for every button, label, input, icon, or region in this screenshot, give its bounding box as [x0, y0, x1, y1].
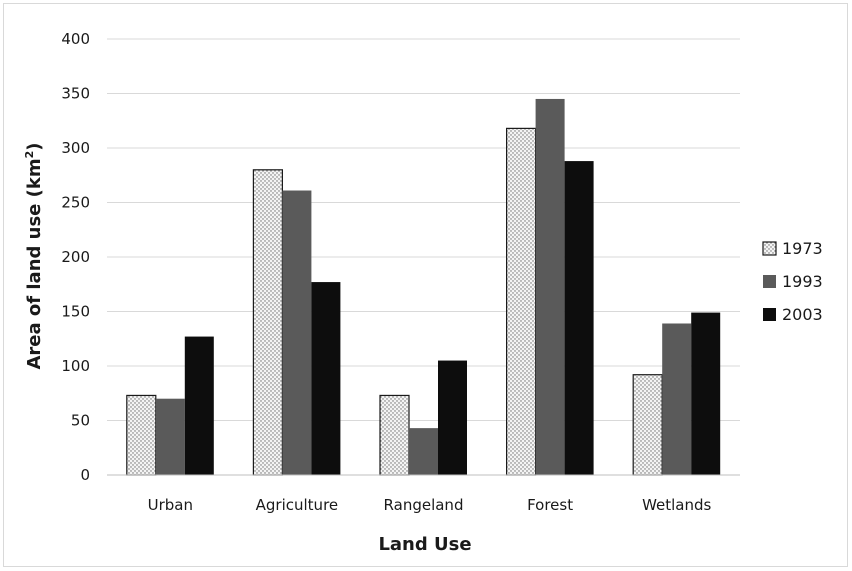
y-tick-label: 350	[61, 85, 90, 103]
bars	[126, 98, 721, 476]
y-axis-title: Area of land use (km2)	[23, 142, 45, 369]
y-tick-label: 300	[61, 139, 90, 157]
x-tick-label: Rangeland	[384, 496, 464, 514]
bar-2003-forest	[564, 161, 594, 475]
bar-2003-agriculture	[311, 282, 341, 475]
x-tick-label: Forest	[527, 496, 573, 514]
legend-label-1993: 1993	[782, 272, 823, 291]
bar-1973-agriculture	[252, 169, 283, 476]
bar-1993-rangeland	[409, 428, 438, 475]
legend: 1973 1993 2003	[762, 239, 823, 324]
y-tick-label: 150	[61, 303, 90, 321]
bar-2003-urban	[184, 336, 214, 475]
x-axis-ticks: Urban Agriculture Rangeland Forest Wetlands	[148, 496, 712, 514]
y-axis-title-superscript: 2	[23, 151, 36, 159]
x-tick-label: Wetlands	[642, 496, 711, 514]
y-axis-title-close: )	[24, 142, 45, 150]
legend-label-1973: 1973	[782, 239, 823, 258]
bar-1993-agriculture	[282, 190, 312, 475]
y-tick-label: 100	[61, 357, 90, 375]
x-tick-label: Agriculture	[256, 496, 339, 514]
bar-1993-urban	[155, 398, 185, 475]
y-axis-title-main: Area of land use (km	[24, 158, 45, 369]
bar-1973-urban	[126, 394, 157, 476]
legend-swatch-1973	[762, 241, 777, 256]
y-tick-label: 0	[80, 466, 90, 484]
y-tick-label: 200	[61, 248, 90, 266]
legend-swatch-1993	[763, 275, 776, 288]
y-tick-label: 50	[71, 412, 90, 430]
legend-swatch-2003	[763, 308, 776, 321]
bar-2003-wetlands	[691, 312, 721, 475]
y-axis-ticks: 0 50 100 150 200 250 300 350 400	[61, 30, 90, 484]
bar-1993-wetlands	[662, 323, 692, 475]
bar-1973-wetlands	[632, 374, 663, 476]
x-tick-label: Urban	[148, 496, 193, 514]
bar-1973-forest	[506, 127, 537, 476]
bar-2003-rangeland	[438, 360, 467, 475]
chart-frame	[3, 3, 848, 567]
y-tick-label: 250	[61, 194, 90, 212]
bar-1993-forest	[535, 98, 565, 475]
bar-1973-rangeland	[379, 394, 410, 476]
legend-label-2003: 2003	[782, 305, 823, 324]
x-axis-title: Land Use	[378, 534, 471, 555]
y-tick-label: 400	[61, 30, 90, 48]
